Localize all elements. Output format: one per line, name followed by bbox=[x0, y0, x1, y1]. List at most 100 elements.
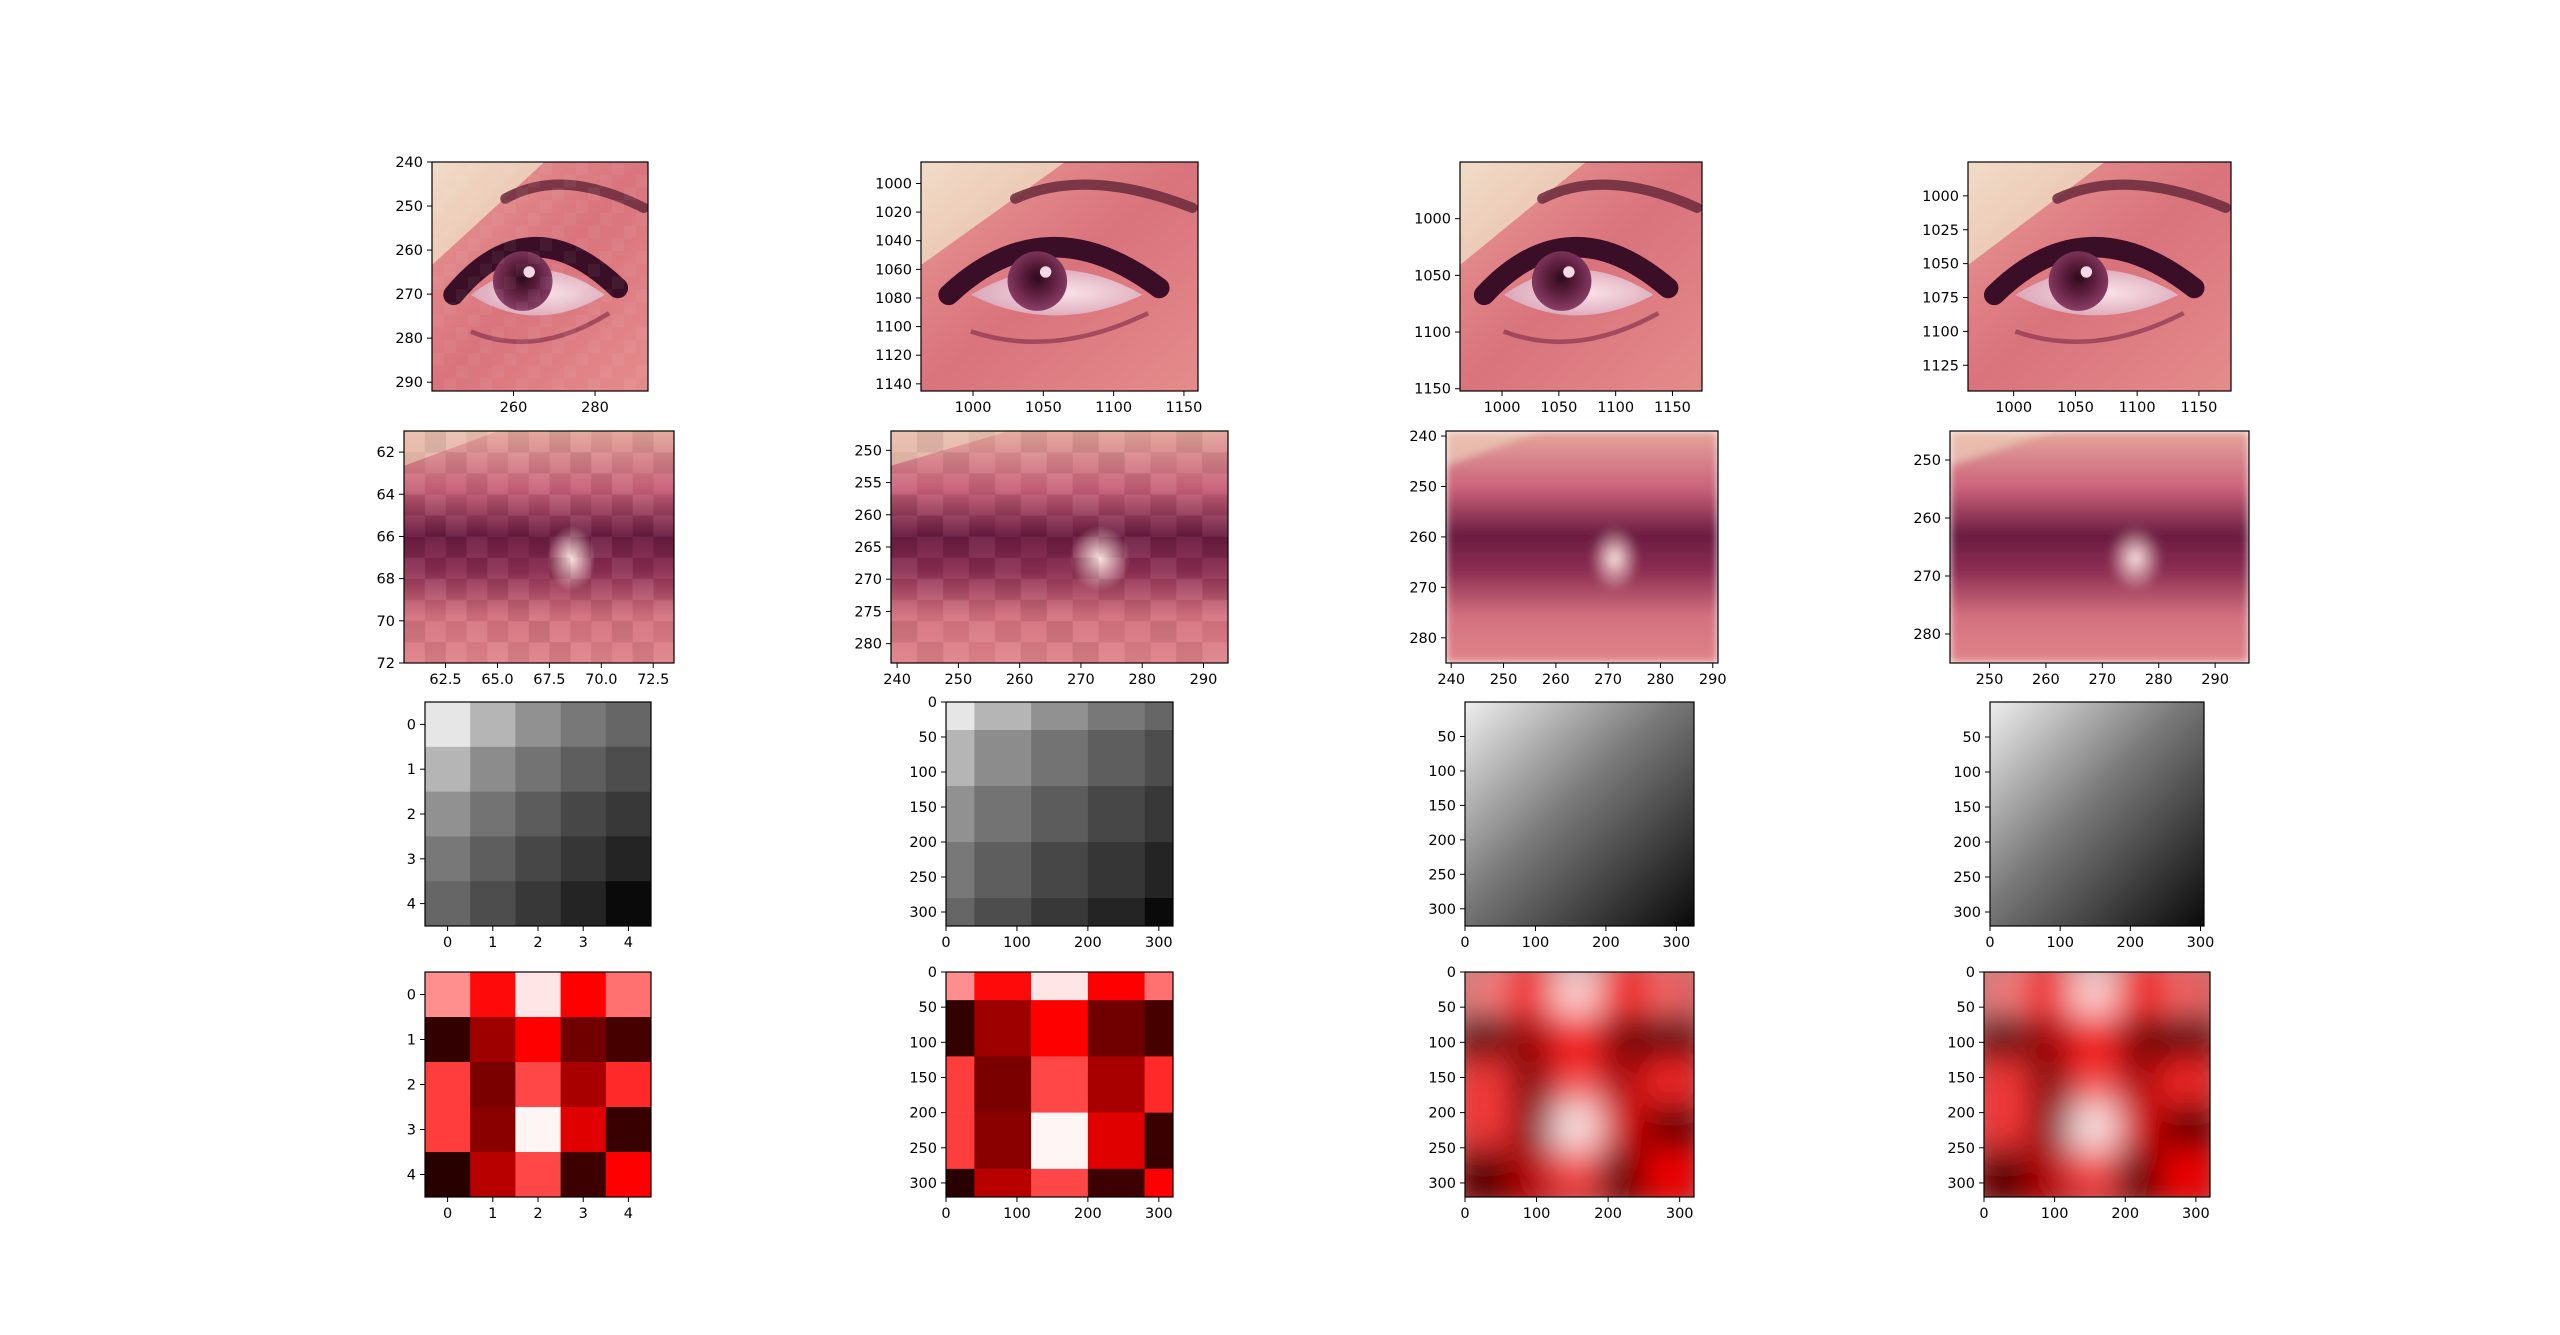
x-tick-label: 1150 bbox=[1165, 400, 1202, 416]
heatmap-cell bbox=[1144, 786, 1173, 843]
y-tick-label: 1025 bbox=[1922, 223, 1959, 239]
y-tick-label: 270 bbox=[854, 572, 882, 588]
heatmap-cell bbox=[1031, 898, 1089, 926]
y-tick-label: 1000 bbox=[1414, 212, 1451, 228]
x-tick-label: 62.5 bbox=[429, 672, 461, 688]
y-tick-label: 50 bbox=[1957, 1000, 1975, 1016]
heatmap-cell bbox=[605, 836, 651, 882]
y-tick-label: 1050 bbox=[1414, 268, 1451, 284]
heatmap-cell bbox=[470, 1152, 516, 1197]
x-tick-label: 300 bbox=[1666, 1206, 1694, 1222]
image-r4c3 bbox=[1465, 972, 1694, 1197]
y-tick-label: 150 bbox=[909, 800, 937, 816]
y-tick-label: 250 bbox=[1953, 870, 1981, 886]
y-tick-label: 250 bbox=[909, 1141, 937, 1157]
x-tick-label: 200 bbox=[1594, 1206, 1622, 1222]
x-tick-label: 290 bbox=[2201, 672, 2229, 688]
subplot-r1c4: 1000 1050 1100 1150 1000 1025 1050 1075 1100 1125 bbox=[1922, 161, 2232, 416]
y-tick-label: 240 bbox=[1409, 429, 1437, 445]
y-tick-label: 70 bbox=[377, 614, 395, 630]
heatmap-cell bbox=[946, 1000, 975, 1057]
x-tick-label: 100 bbox=[2046, 935, 2074, 951]
image-r1c3 bbox=[1460, 162, 1702, 391]
y-tick-label: 100 bbox=[909, 1035, 937, 1051]
y-tick-label: 200 bbox=[1428, 1106, 1456, 1122]
heatmap-cell bbox=[974, 702, 1032, 731]
x-tick-label: 0 bbox=[941, 935, 950, 951]
y-tick-label: 300 bbox=[1953, 905, 1981, 921]
y-tick-label: 1125 bbox=[1922, 358, 1959, 374]
heatmap-cell bbox=[1087, 972, 1145, 1001]
x-tick-label: 1050 bbox=[1540, 400, 1577, 416]
y-tick-label: 2 bbox=[407, 1078, 416, 1094]
image-r2c2 bbox=[891, 431, 1228, 663]
heatmap-cell bbox=[515, 1107, 561, 1153]
x-tick-label: 1050 bbox=[1025, 400, 1062, 416]
x-tick-label: 67.5 bbox=[533, 672, 565, 688]
heatmap-cell bbox=[974, 842, 1032, 899]
x-tick-label: 240 bbox=[1437, 672, 1465, 688]
y-tick-label: 1100 bbox=[1922, 324, 1959, 340]
y-tick-label: 1100 bbox=[875, 320, 912, 336]
x-tick-label: 200 bbox=[1074, 935, 1102, 951]
image-r2c4 bbox=[1950, 431, 2249, 663]
y-tick-label: 1 bbox=[407, 762, 416, 778]
x-tick-label: 290 bbox=[1699, 672, 1727, 688]
heatmap-cell bbox=[605, 1017, 651, 1063]
x-tick-label: 2 bbox=[533, 1206, 542, 1222]
image-r4c2 bbox=[946, 972, 1173, 1197]
subplot-r1c2: 1000 1050 1100 1150 1000 1020 1040 1060 1080 1100… bbox=[875, 161, 1202, 416]
y-tick-label: 0 bbox=[1447, 965, 1456, 981]
y-tick-label: 1080 bbox=[875, 291, 912, 307]
x-tick-label: 200 bbox=[2111, 1206, 2139, 1222]
y-tick-label: 100 bbox=[1953, 765, 1981, 781]
subplot-r1c1: 260 280 240 250 260 270 280 290 bbox=[395, 155, 649, 416]
y-tick-label: 250 bbox=[1913, 453, 1941, 469]
heatmap-cell bbox=[1087, 1112, 1145, 1170]
x-tick-label: 3 bbox=[579, 1206, 588, 1222]
x-tick-label: 200 bbox=[2116, 935, 2144, 951]
heatmap-cell bbox=[425, 702, 471, 748]
heatmap-cell bbox=[605, 972, 651, 1018]
y-tick-label: 1075 bbox=[1922, 291, 1959, 307]
heatmap-cell bbox=[425, 881, 471, 926]
x-tick-label: 290 bbox=[1190, 672, 1218, 688]
heatmap-cell bbox=[946, 786, 975, 843]
heatmap-cell bbox=[560, 702, 607, 748]
heatmap-cell bbox=[1144, 972, 1173, 1001]
y-tick-label: 280 bbox=[395, 331, 423, 347]
x-tick-label: 280 bbox=[1128, 672, 1156, 688]
heatmap-cell bbox=[560, 1152, 607, 1197]
heatmap-cell bbox=[946, 1168, 975, 1197]
x-tick-label: 100 bbox=[2041, 1206, 2069, 1222]
heatmap-cell bbox=[515, 972, 561, 1018]
subplot-r2c3: 240 250 260 270 280 290 240 250 260 270 280 bbox=[1409, 429, 1726, 688]
x-tick-label: 280 bbox=[1647, 672, 1675, 688]
y-tick-label: 0 bbox=[928, 695, 937, 711]
y-tick-label: 1000 bbox=[1922, 189, 1959, 205]
y-tick-label: 1150 bbox=[1414, 382, 1451, 398]
x-tick-label: 270 bbox=[2088, 672, 2116, 688]
heatmap-cell bbox=[974, 730, 1032, 787]
x-tick-label: 260 bbox=[500, 400, 528, 416]
heatmap-cell bbox=[560, 836, 607, 882]
y-tick-label: 270 bbox=[1409, 580, 1437, 596]
y-tick-label: 150 bbox=[1428, 798, 1456, 814]
x-tick-label: 0 bbox=[443, 935, 452, 951]
heatmap-cell bbox=[1144, 702, 1173, 731]
y-tick-label: 1060 bbox=[875, 262, 912, 278]
heatmap-cell bbox=[515, 881, 561, 926]
image-r2c3 bbox=[1446, 431, 1718, 663]
heatmap-cell bbox=[425, 791, 471, 837]
subplot-r3c1: 0 1 2 3 4 0 1 2 3 4 bbox=[407, 701, 652, 951]
x-tick-label: 1100 bbox=[1095, 400, 1132, 416]
y-tick-label: 2 bbox=[407, 807, 416, 823]
y-tick-label: 280 bbox=[854, 637, 882, 653]
y-tick-label: 1120 bbox=[875, 348, 912, 364]
heatmap-cell bbox=[1031, 842, 1089, 899]
y-tick-label: 150 bbox=[1947, 1070, 1975, 1086]
